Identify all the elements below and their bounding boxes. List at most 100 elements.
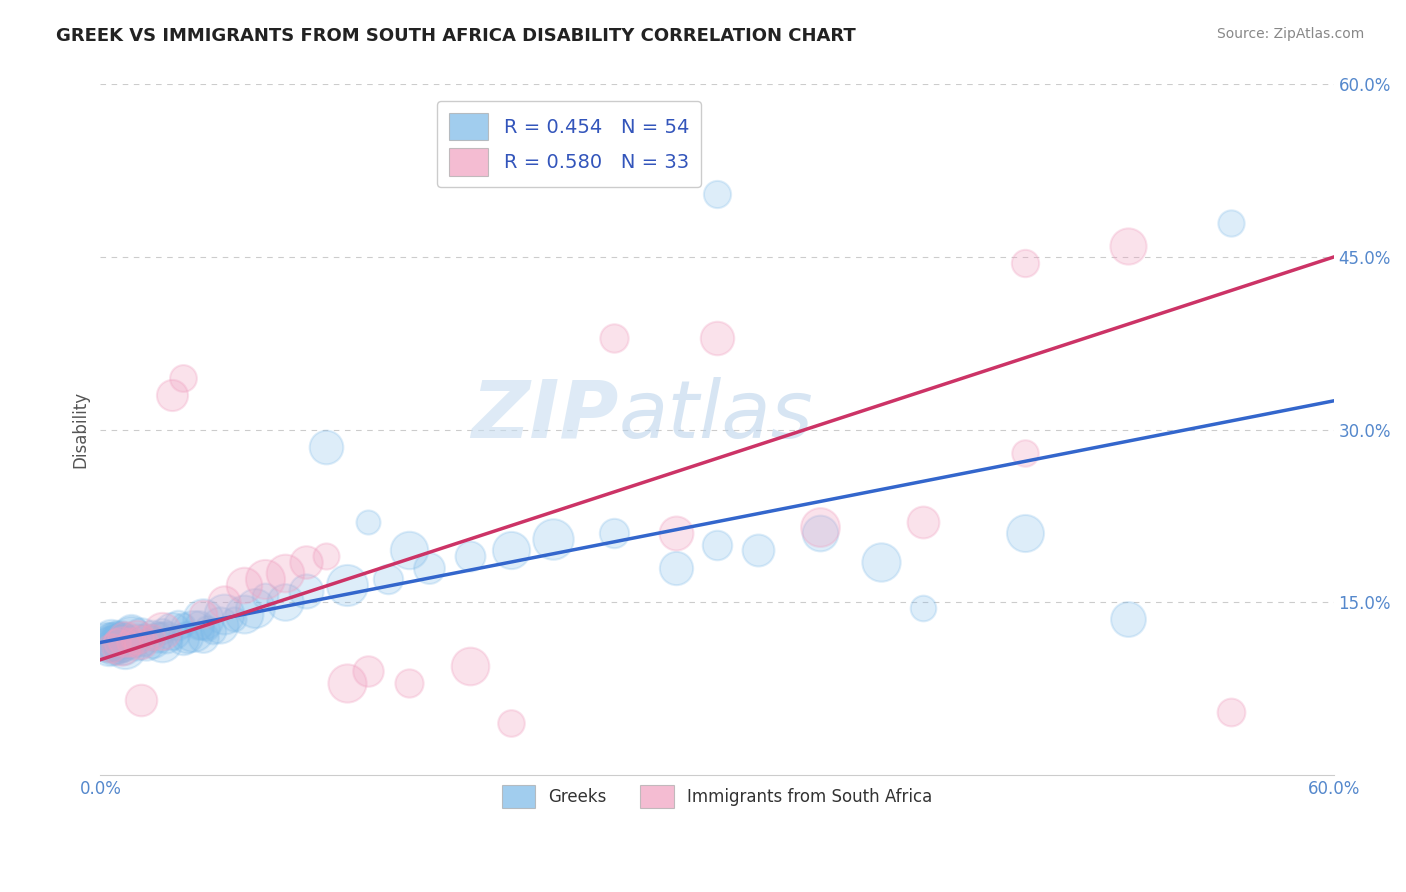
Point xyxy=(172,632,194,646)
Point xyxy=(377,572,399,586)
Point xyxy=(110,635,132,649)
Point xyxy=(747,543,769,558)
Point xyxy=(808,526,831,541)
Point xyxy=(96,635,118,649)
Point xyxy=(150,624,173,638)
Point xyxy=(1219,215,1241,229)
Point xyxy=(665,526,688,541)
Point xyxy=(706,186,728,201)
Point xyxy=(541,532,564,546)
Point xyxy=(127,635,149,649)
Point xyxy=(172,371,194,385)
Point xyxy=(253,572,276,586)
Point xyxy=(155,630,177,644)
Y-axis label: Disability: Disability xyxy=(72,391,89,468)
Point xyxy=(150,635,173,649)
Point xyxy=(603,526,626,541)
Point xyxy=(1014,445,1036,459)
Point xyxy=(501,716,523,731)
Point xyxy=(398,543,420,558)
Text: Source: ZipAtlas.com: Source: ZipAtlas.com xyxy=(1216,27,1364,41)
Point xyxy=(146,630,169,644)
Point xyxy=(195,621,218,635)
Point xyxy=(356,515,378,529)
Point xyxy=(1014,526,1036,541)
Point xyxy=(243,601,266,615)
Point xyxy=(104,634,127,648)
Text: atlas: atlas xyxy=(619,376,813,455)
Point xyxy=(911,515,934,529)
Point xyxy=(97,639,120,653)
Point xyxy=(100,641,122,656)
Point xyxy=(233,607,256,621)
Point xyxy=(460,658,482,673)
Point xyxy=(460,549,482,564)
Text: GREEK VS IMMIGRANTS FROM SOUTH AFRICA DISABILITY CORRELATION CHART: GREEK VS IMMIGRANTS FROM SOUTH AFRICA DI… xyxy=(56,27,856,45)
Point xyxy=(315,549,337,564)
Point xyxy=(120,635,142,649)
Point xyxy=(141,630,163,644)
Point xyxy=(1116,238,1139,252)
Point xyxy=(162,388,184,402)
Point xyxy=(120,630,142,644)
Point xyxy=(105,630,128,644)
Point xyxy=(150,624,173,638)
Point xyxy=(120,624,142,638)
Point xyxy=(131,630,153,644)
Point xyxy=(114,641,136,656)
Point xyxy=(135,635,157,649)
Point xyxy=(222,612,245,626)
Point xyxy=(114,632,136,646)
Point xyxy=(212,607,235,621)
Point xyxy=(274,595,297,609)
Point xyxy=(110,639,132,653)
Point xyxy=(274,566,297,581)
Point xyxy=(127,630,149,644)
Point xyxy=(911,601,934,615)
Point xyxy=(501,543,523,558)
Point xyxy=(167,618,190,632)
Point xyxy=(418,560,440,574)
Point xyxy=(110,635,132,649)
Point xyxy=(105,637,128,651)
Point xyxy=(100,632,122,646)
Point xyxy=(870,555,893,569)
Point xyxy=(808,520,831,534)
Point xyxy=(191,612,214,626)
Point xyxy=(706,330,728,344)
Point xyxy=(208,618,231,632)
Point xyxy=(212,595,235,609)
Point xyxy=(1219,705,1241,719)
Point xyxy=(336,578,359,592)
Text: ZIP: ZIP xyxy=(471,376,619,455)
Point xyxy=(108,633,131,648)
Point xyxy=(181,624,204,638)
Point xyxy=(176,630,198,644)
Point xyxy=(141,632,163,646)
Point xyxy=(131,635,153,649)
Point xyxy=(105,635,128,649)
Point xyxy=(233,578,256,592)
Point xyxy=(336,675,359,690)
Point xyxy=(188,618,211,632)
Point xyxy=(202,624,225,638)
Point xyxy=(295,555,318,569)
Point xyxy=(100,635,122,649)
Point xyxy=(191,607,214,621)
Point xyxy=(665,560,688,574)
Point xyxy=(253,590,276,604)
Point xyxy=(162,624,184,638)
Point xyxy=(398,675,420,690)
Point xyxy=(603,330,626,344)
Point xyxy=(141,630,163,644)
Point xyxy=(1014,256,1036,270)
Point xyxy=(356,665,378,679)
Legend: Greeks, Immigrants from South Africa: Greeks, Immigrants from South Africa xyxy=(495,778,939,814)
Point xyxy=(101,638,124,652)
Point xyxy=(131,693,153,707)
Point xyxy=(295,583,318,598)
Point xyxy=(706,538,728,552)
Point xyxy=(111,638,134,652)
Point xyxy=(172,618,194,632)
Point xyxy=(191,630,214,644)
